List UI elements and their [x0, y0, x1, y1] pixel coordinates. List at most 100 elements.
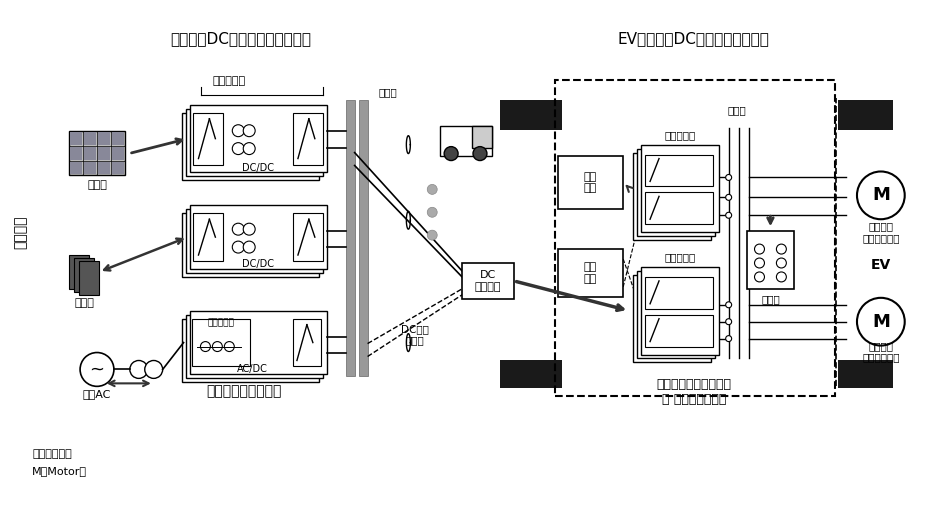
Bar: [181, 319, 319, 383]
Bar: [293, 213, 323, 261]
Text: AC/DC: AC/DC: [237, 365, 268, 375]
Bar: [645, 315, 712, 347]
Bar: [189, 105, 327, 172]
Circle shape: [243, 143, 256, 154]
Text: 太陽光: 太陽光: [87, 180, 107, 190]
Bar: [747, 231, 794, 289]
Bar: [637, 271, 714, 358]
Text: インバータ: インバータ: [664, 130, 695, 140]
Bar: [70, 132, 82, 144]
Bar: [293, 113, 323, 164]
Bar: [185, 109, 323, 177]
Text: DC充電
ポート: DC充電 ポート: [402, 324, 429, 345]
Bar: [98, 162, 110, 174]
Text: 地上側：DC発電・蓄電システム: 地上側：DC発電・蓄電システム: [171, 31, 312, 46]
Bar: [641, 144, 719, 232]
Bar: [558, 155, 623, 209]
Bar: [112, 132, 124, 144]
Circle shape: [243, 125, 256, 136]
Text: EV車上側：DC急速充電システム: EV車上側：DC急速充電システム: [618, 31, 770, 46]
Text: 回路構成: 回路構成: [13, 216, 28, 249]
Text: リアクトル: リアクトル: [208, 318, 235, 327]
Circle shape: [243, 223, 256, 235]
Bar: [98, 147, 110, 160]
Circle shape: [726, 319, 732, 325]
Circle shape: [144, 360, 162, 378]
Bar: [193, 319, 250, 366]
Circle shape: [754, 258, 765, 268]
Circle shape: [754, 244, 765, 254]
Text: 変圧器: 変圧器: [761, 294, 780, 304]
Circle shape: [726, 212, 732, 218]
Bar: [462, 263, 514, 299]
Circle shape: [428, 184, 437, 194]
Bar: [637, 149, 714, 236]
Bar: [633, 153, 711, 240]
Circle shape: [213, 341, 222, 352]
Bar: [645, 277, 712, 309]
Bar: [500, 360, 561, 388]
Bar: [189, 311, 327, 374]
Circle shape: [445, 147, 458, 161]
Bar: [69, 255, 89, 289]
Bar: [645, 154, 712, 187]
Bar: [838, 100, 893, 130]
Bar: [60, 60, 428, 408]
Text: 車載急速充電システム
兼 駆動インバータ: 車載急速充電システム 兼 駆動インバータ: [656, 378, 732, 406]
Bar: [838, 360, 893, 388]
Text: DC
コネクタ: DC コネクタ: [475, 270, 502, 292]
Bar: [633, 275, 711, 363]
Bar: [641, 267, 719, 355]
Bar: [555, 80, 835, 396]
Bar: [194, 113, 223, 164]
Circle shape: [726, 194, 732, 200]
Text: 蓄電池: 蓄電池: [74, 298, 94, 308]
Circle shape: [776, 244, 787, 254]
Circle shape: [726, 336, 732, 341]
Text: 切替器: 切替器: [728, 105, 746, 115]
Bar: [500, 100, 561, 130]
Circle shape: [233, 125, 244, 136]
Circle shape: [200, 341, 210, 352]
Bar: [293, 319, 321, 366]
Text: モータ・
ジェネレータ: モータ・ ジェネレータ: [862, 341, 900, 363]
Circle shape: [776, 272, 787, 282]
Bar: [346, 100, 354, 376]
Bar: [84, 132, 96, 144]
Bar: [185, 209, 323, 273]
Text: ~: ~: [89, 360, 104, 378]
Circle shape: [473, 147, 487, 161]
Bar: [112, 147, 124, 160]
Circle shape: [857, 298, 904, 346]
Circle shape: [224, 341, 235, 352]
Circle shape: [776, 258, 787, 268]
Bar: [112, 162, 124, 174]
Circle shape: [857, 171, 904, 219]
Bar: [358, 100, 368, 376]
Bar: [500, 60, 893, 413]
Bar: [185, 315, 323, 378]
Bar: [79, 261, 99, 295]
Circle shape: [233, 241, 244, 253]
Bar: [645, 192, 712, 224]
Text: M（Motor）: M（Motor）: [32, 466, 87, 476]
Circle shape: [130, 360, 148, 378]
Text: モータ・
ジェネレータ: モータ・ ジェネレータ: [862, 221, 900, 243]
Text: 制御
装置: 制御 装置: [583, 262, 597, 284]
Text: 注：略語説明: 注：略語説明: [32, 449, 72, 459]
Bar: [69, 131, 124, 175]
Bar: [472, 126, 492, 148]
Circle shape: [243, 241, 256, 253]
Circle shape: [754, 272, 765, 282]
Text: 車載
電池: 車載 電池: [583, 172, 597, 193]
Circle shape: [233, 223, 244, 235]
Bar: [84, 162, 96, 174]
Circle shape: [80, 353, 114, 386]
Bar: [181, 213, 319, 277]
Text: DC/DC: DC/DC: [242, 162, 275, 172]
Circle shape: [428, 230, 437, 240]
Bar: [189, 206, 327, 269]
Text: M: M: [872, 187, 890, 204]
Text: DC/DC: DC/DC: [242, 259, 275, 269]
Bar: [181, 113, 319, 180]
